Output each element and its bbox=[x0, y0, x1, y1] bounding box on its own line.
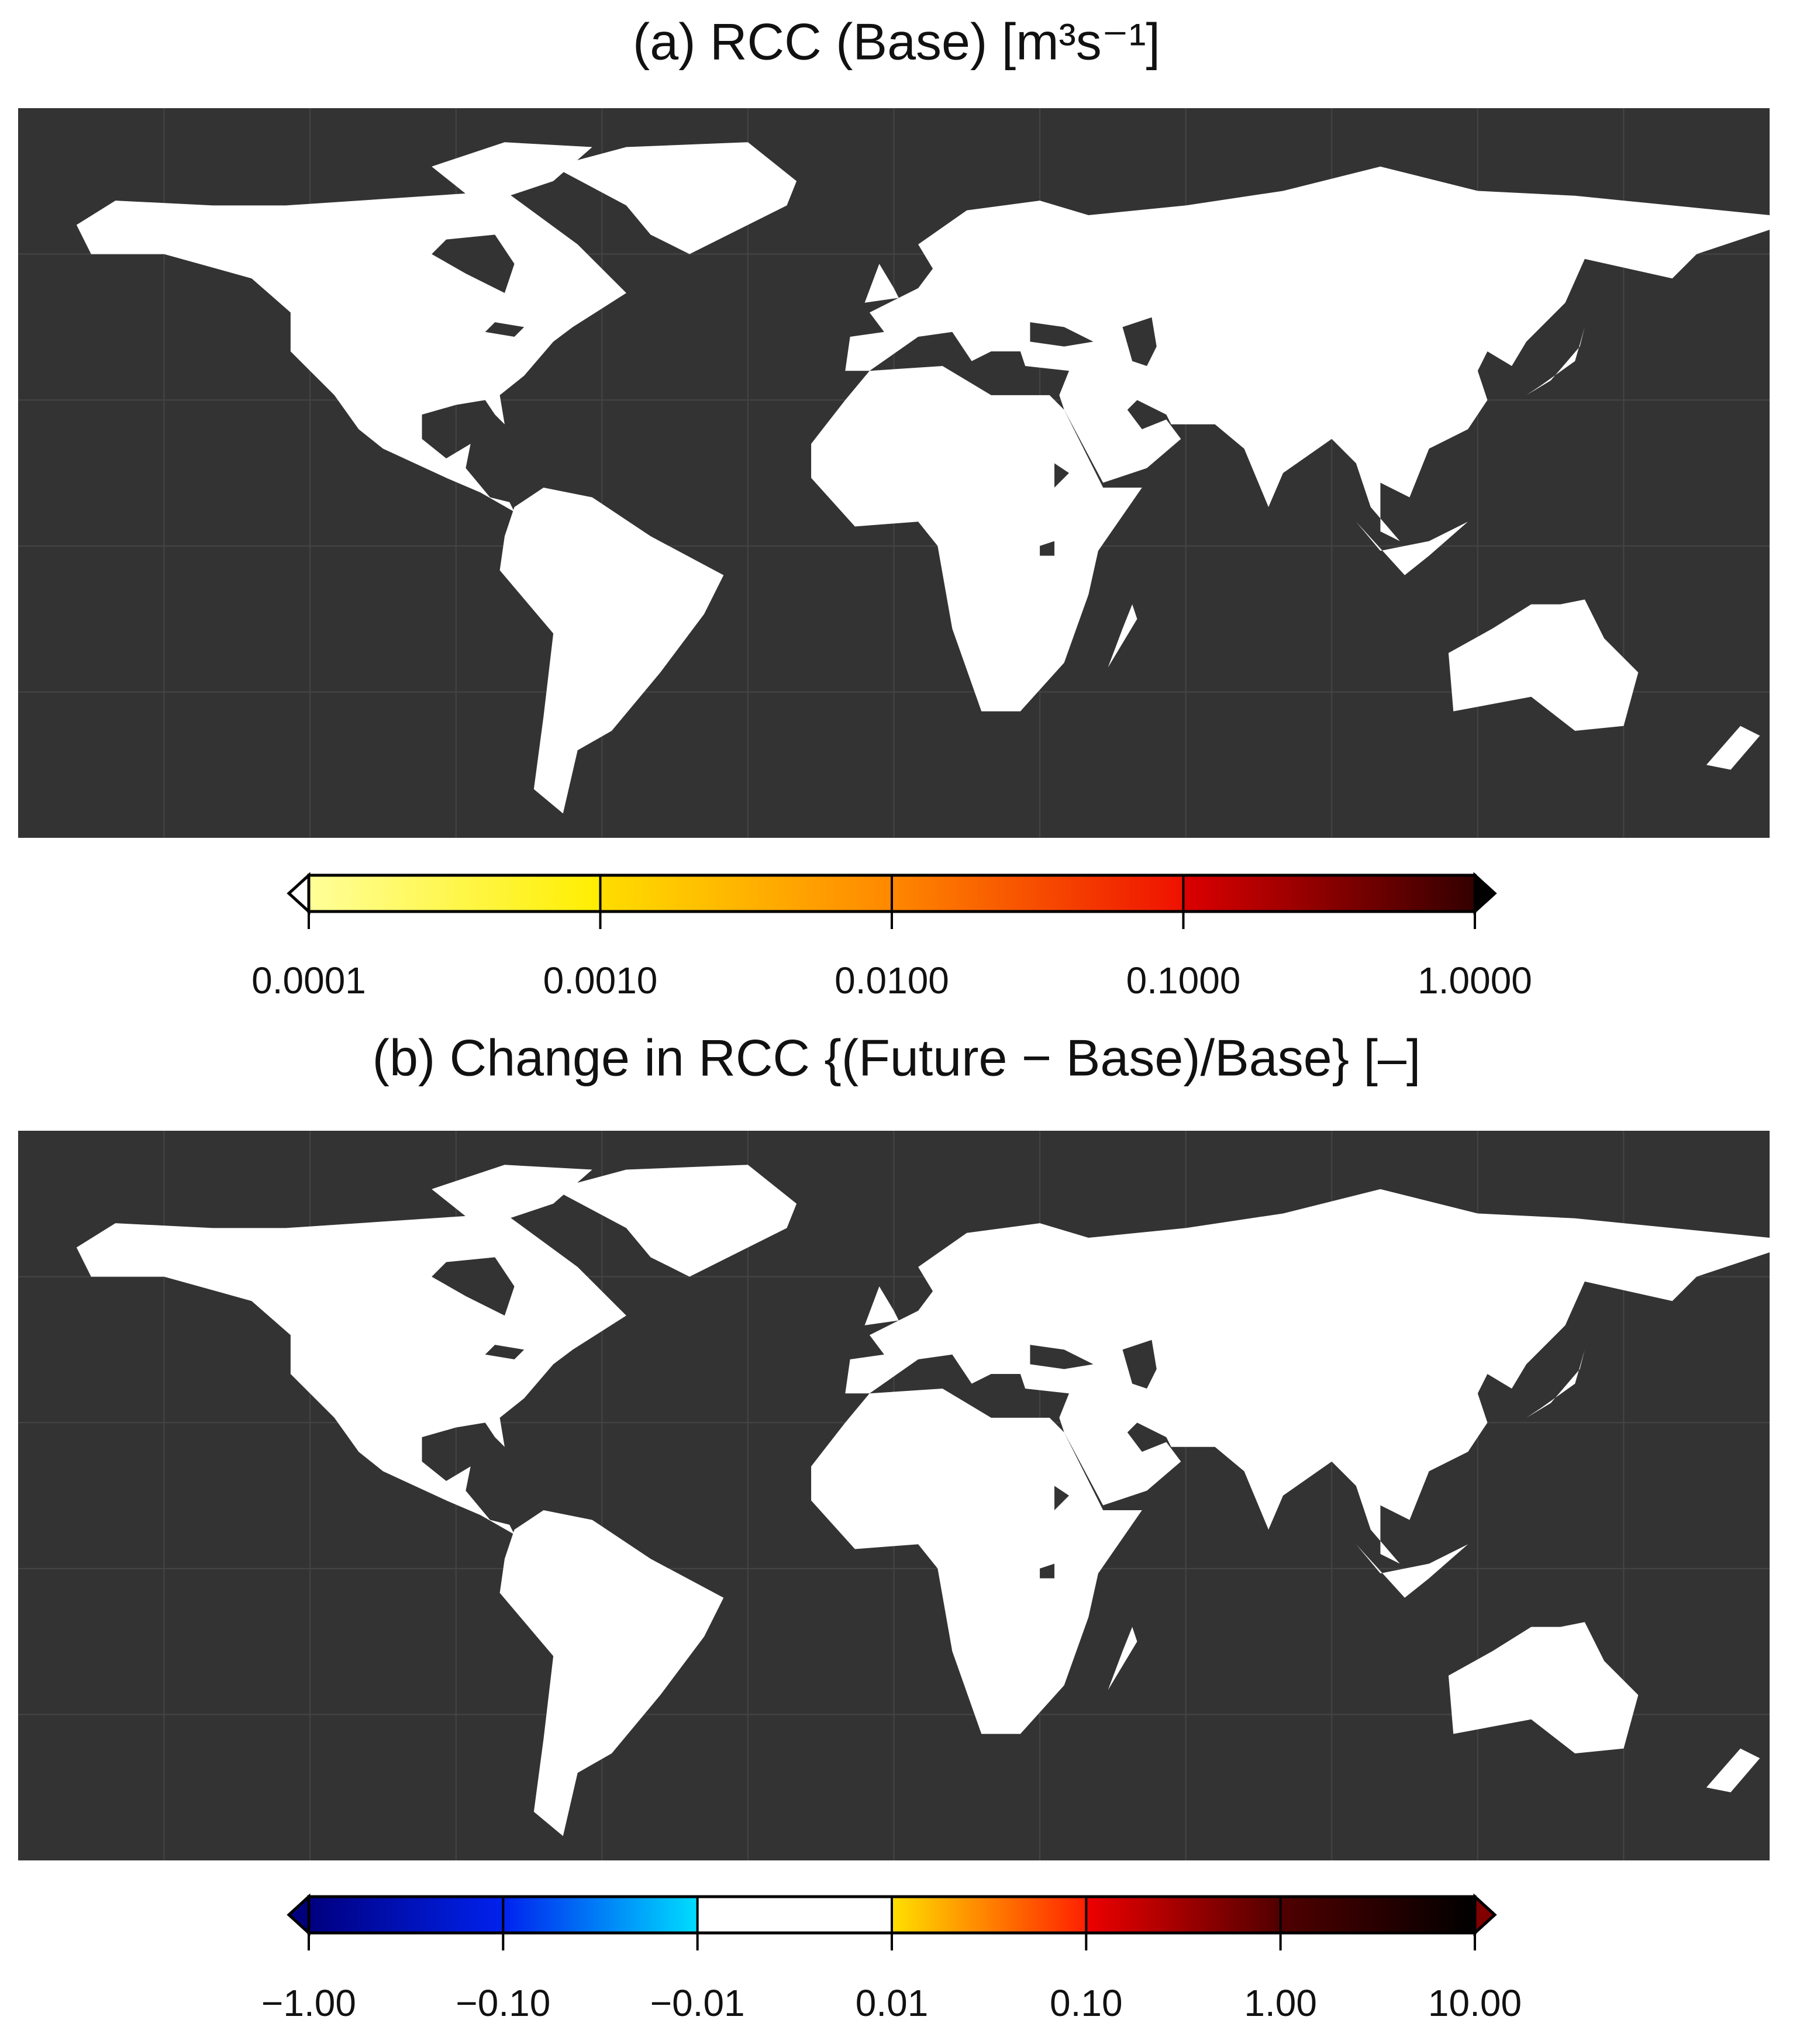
colorbar-under bbox=[287, 872, 311, 915]
colorbar-tick-label: −1.00 bbox=[261, 1982, 356, 2024]
colorbar-tick-label: −0.10 bbox=[456, 1982, 550, 2024]
colorbar-segment bbox=[892, 1897, 1087, 1933]
colorbar-segment bbox=[600, 875, 892, 911]
colorbar-tick-label: 10.00 bbox=[1428, 1982, 1522, 2024]
colorbar-segment bbox=[309, 1897, 504, 1933]
colorbar-tick-label: 1.0000 bbox=[1418, 959, 1532, 1002]
colorbar-segment bbox=[1183, 875, 1475, 911]
colorbar-tick-label: 0.10 bbox=[1050, 1982, 1123, 2024]
colorbar-tick-label: 0.0010 bbox=[543, 959, 658, 1002]
colorbar-tick-label: 0.0001 bbox=[251, 959, 366, 1002]
colorbar-segment bbox=[1280, 1897, 1475, 1933]
panel-title: (b) Change in RCC {(Future − Base)/Base}… bbox=[373, 1028, 1421, 1086]
colorbar-segment bbox=[503, 1897, 698, 1933]
colorbar-segment bbox=[309, 875, 601, 911]
colorbar-over bbox=[1473, 1893, 1497, 1936]
world-map bbox=[18, 108, 1770, 838]
colorbar-tick-label: −0.01 bbox=[650, 1982, 745, 2024]
colorbar-segment bbox=[697, 1897, 892, 1933]
colorbar-segment bbox=[892, 875, 1184, 911]
colorbar-tick-label: 1.00 bbox=[1244, 1982, 1317, 2024]
colorbar-under bbox=[287, 1893, 311, 1936]
colorbar-over bbox=[1473, 872, 1497, 915]
colorbar-tick-label: 0.0100 bbox=[835, 959, 949, 1002]
colorbar-segment bbox=[1086, 1897, 1281, 1933]
colorbar-tick-label: 0.01 bbox=[856, 1982, 929, 2024]
panel-title: (a) RCC (Base) [m³s⁻¹] bbox=[633, 12, 1160, 70]
colorbar-tick-label: 0.1000 bbox=[1126, 959, 1241, 1002]
world-map bbox=[18, 1131, 1770, 1860]
